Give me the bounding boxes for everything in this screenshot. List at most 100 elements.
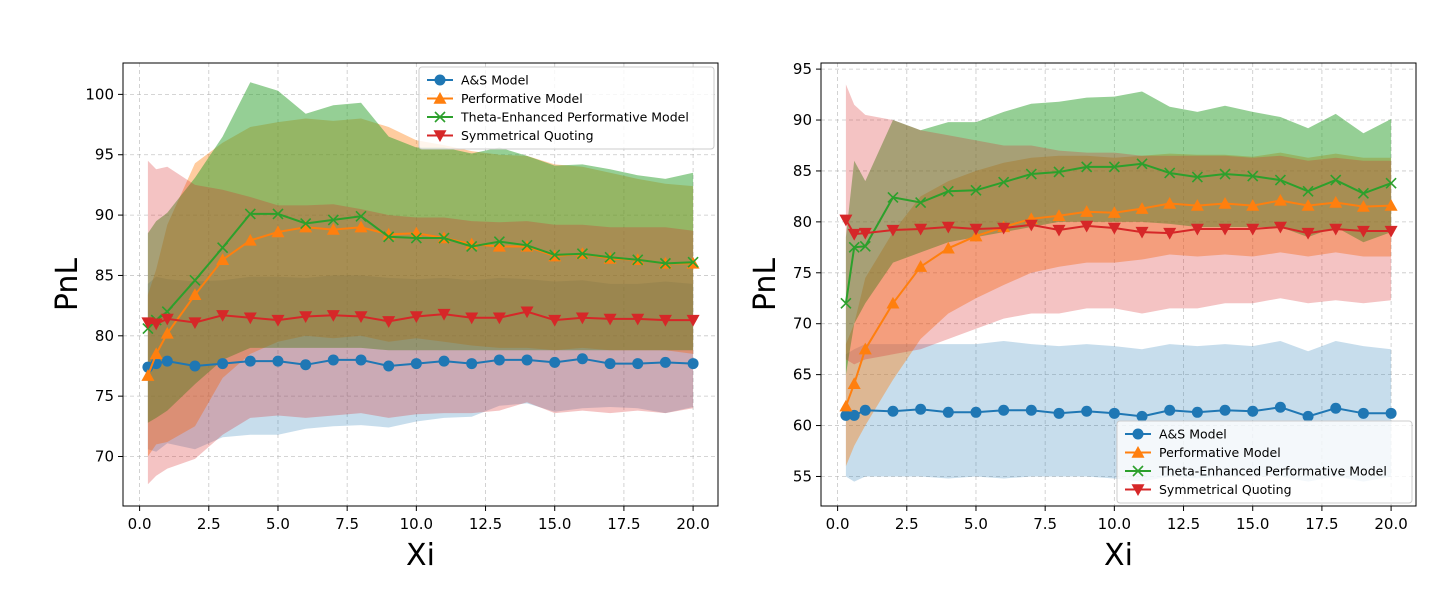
legend-item: A&S Model [1125, 427, 1227, 442]
data-point [840, 409, 852, 421]
data-point [271, 314, 285, 327]
data-point [859, 404, 871, 416]
data-point [1080, 220, 1094, 233]
data-point [1302, 185, 1314, 197]
data-point [1384, 199, 1398, 211]
data-point [217, 358, 229, 370]
axes-frame [820, 62, 1417, 507]
data-point [1246, 199, 1260, 211]
legend-label: Symmetrical Quoting [1159, 482, 1292, 497]
legend-label: Performative Model [461, 91, 583, 106]
data-point [942, 406, 954, 418]
x-tick-label: 10.0 [1098, 515, 1131, 533]
data-point [383, 360, 395, 372]
data-point [1164, 404, 1176, 416]
data-point [1108, 161, 1120, 173]
data-point [355, 210, 367, 222]
data-point [1025, 404, 1037, 416]
data-point [1080, 205, 1094, 217]
data-point [326, 310, 340, 322]
y-tick-label: 80 [95, 327, 114, 345]
legend-item: Performative Model [427, 91, 583, 106]
x-tick-label: 7.5 [335, 515, 359, 533]
data-point [687, 358, 699, 370]
data-point [604, 358, 616, 370]
x-tick-label: 2.5 [197, 515, 221, 533]
data-point [326, 223, 340, 235]
data-point [632, 254, 644, 266]
data-point [141, 369, 155, 381]
data-point [438, 355, 450, 367]
data-point [1164, 167, 1176, 179]
data-point [1219, 168, 1231, 180]
data-point [915, 196, 927, 209]
data-point [465, 312, 479, 325]
y-tick-label: 75 [95, 387, 114, 405]
y-tick-label: 70 [793, 315, 812, 333]
data-point [998, 176, 1010, 188]
x-tick-label: 20.0 [676, 515, 709, 533]
plot-area [141, 82, 700, 485]
y-tick-label: 55 [793, 467, 812, 485]
series-line [845, 406, 1392, 418]
data-point [1302, 410, 1314, 422]
y-tick-label: 75 [793, 264, 812, 282]
data-point [941, 241, 955, 254]
data-point [1081, 405, 1093, 417]
x-tick-label: 12.5 [1167, 515, 1200, 533]
legend-marker [434, 111, 446, 123]
x-tick-label: 2.5 [895, 515, 919, 533]
data-point [466, 240, 478, 253]
y-tick-label: 80 [793, 213, 812, 231]
data-point [604, 251, 616, 263]
confidence-band [147, 82, 694, 423]
x-tick-label: 17.5 [1305, 515, 1338, 533]
data-point [686, 314, 700, 327]
data-point [632, 358, 644, 370]
data-point [941, 221, 955, 234]
data-point [521, 354, 533, 366]
legend-label: Theta-Enhanced Performative Model [1158, 464, 1387, 479]
series [142, 353, 699, 373]
data-point [1191, 171, 1203, 183]
data-point [437, 308, 451, 321]
data-point [858, 227, 872, 240]
data-point [1274, 174, 1286, 186]
data-point [410, 232, 422, 244]
data-point [658, 314, 672, 327]
data-point [1136, 410, 1148, 422]
y-tick-label: 95 [95, 146, 114, 164]
data-point [970, 406, 982, 418]
x-tick-label: 20.0 [1374, 515, 1407, 533]
data-point [243, 312, 257, 325]
data-point [997, 222, 1011, 235]
x-tick-label: 15.0 [1236, 515, 1269, 533]
data-point [1053, 166, 1065, 178]
legend-marker [1131, 446, 1145, 458]
data-point [631, 313, 645, 326]
data-point [300, 359, 312, 371]
data-point [942, 185, 954, 197]
data-point [1107, 206, 1121, 218]
series-line [844, 199, 1392, 407]
data-point [887, 191, 899, 203]
data-point [244, 208, 256, 220]
y-axis-label: PnL [50, 258, 85, 312]
data-point [216, 253, 230, 265]
data-point [887, 405, 899, 417]
data-point [355, 354, 367, 366]
data-point [1081, 161, 1093, 173]
series [840, 401, 1397, 422]
data-point [548, 314, 562, 327]
data-point [886, 296, 900, 309]
data-point [659, 356, 671, 368]
legend-item: Performative Model [1125, 445, 1281, 460]
legend-label: A&S Model [461, 73, 529, 88]
legend-item: Symmetrical Quoting [427, 128, 594, 143]
data-point [1218, 223, 1232, 236]
y-tick-label: 90 [95, 206, 114, 224]
data-point [1052, 209, 1066, 221]
data-point [1246, 223, 1260, 236]
x-tick-label: 0.0 [128, 515, 152, 533]
y-tick-label: 85 [793, 162, 812, 180]
